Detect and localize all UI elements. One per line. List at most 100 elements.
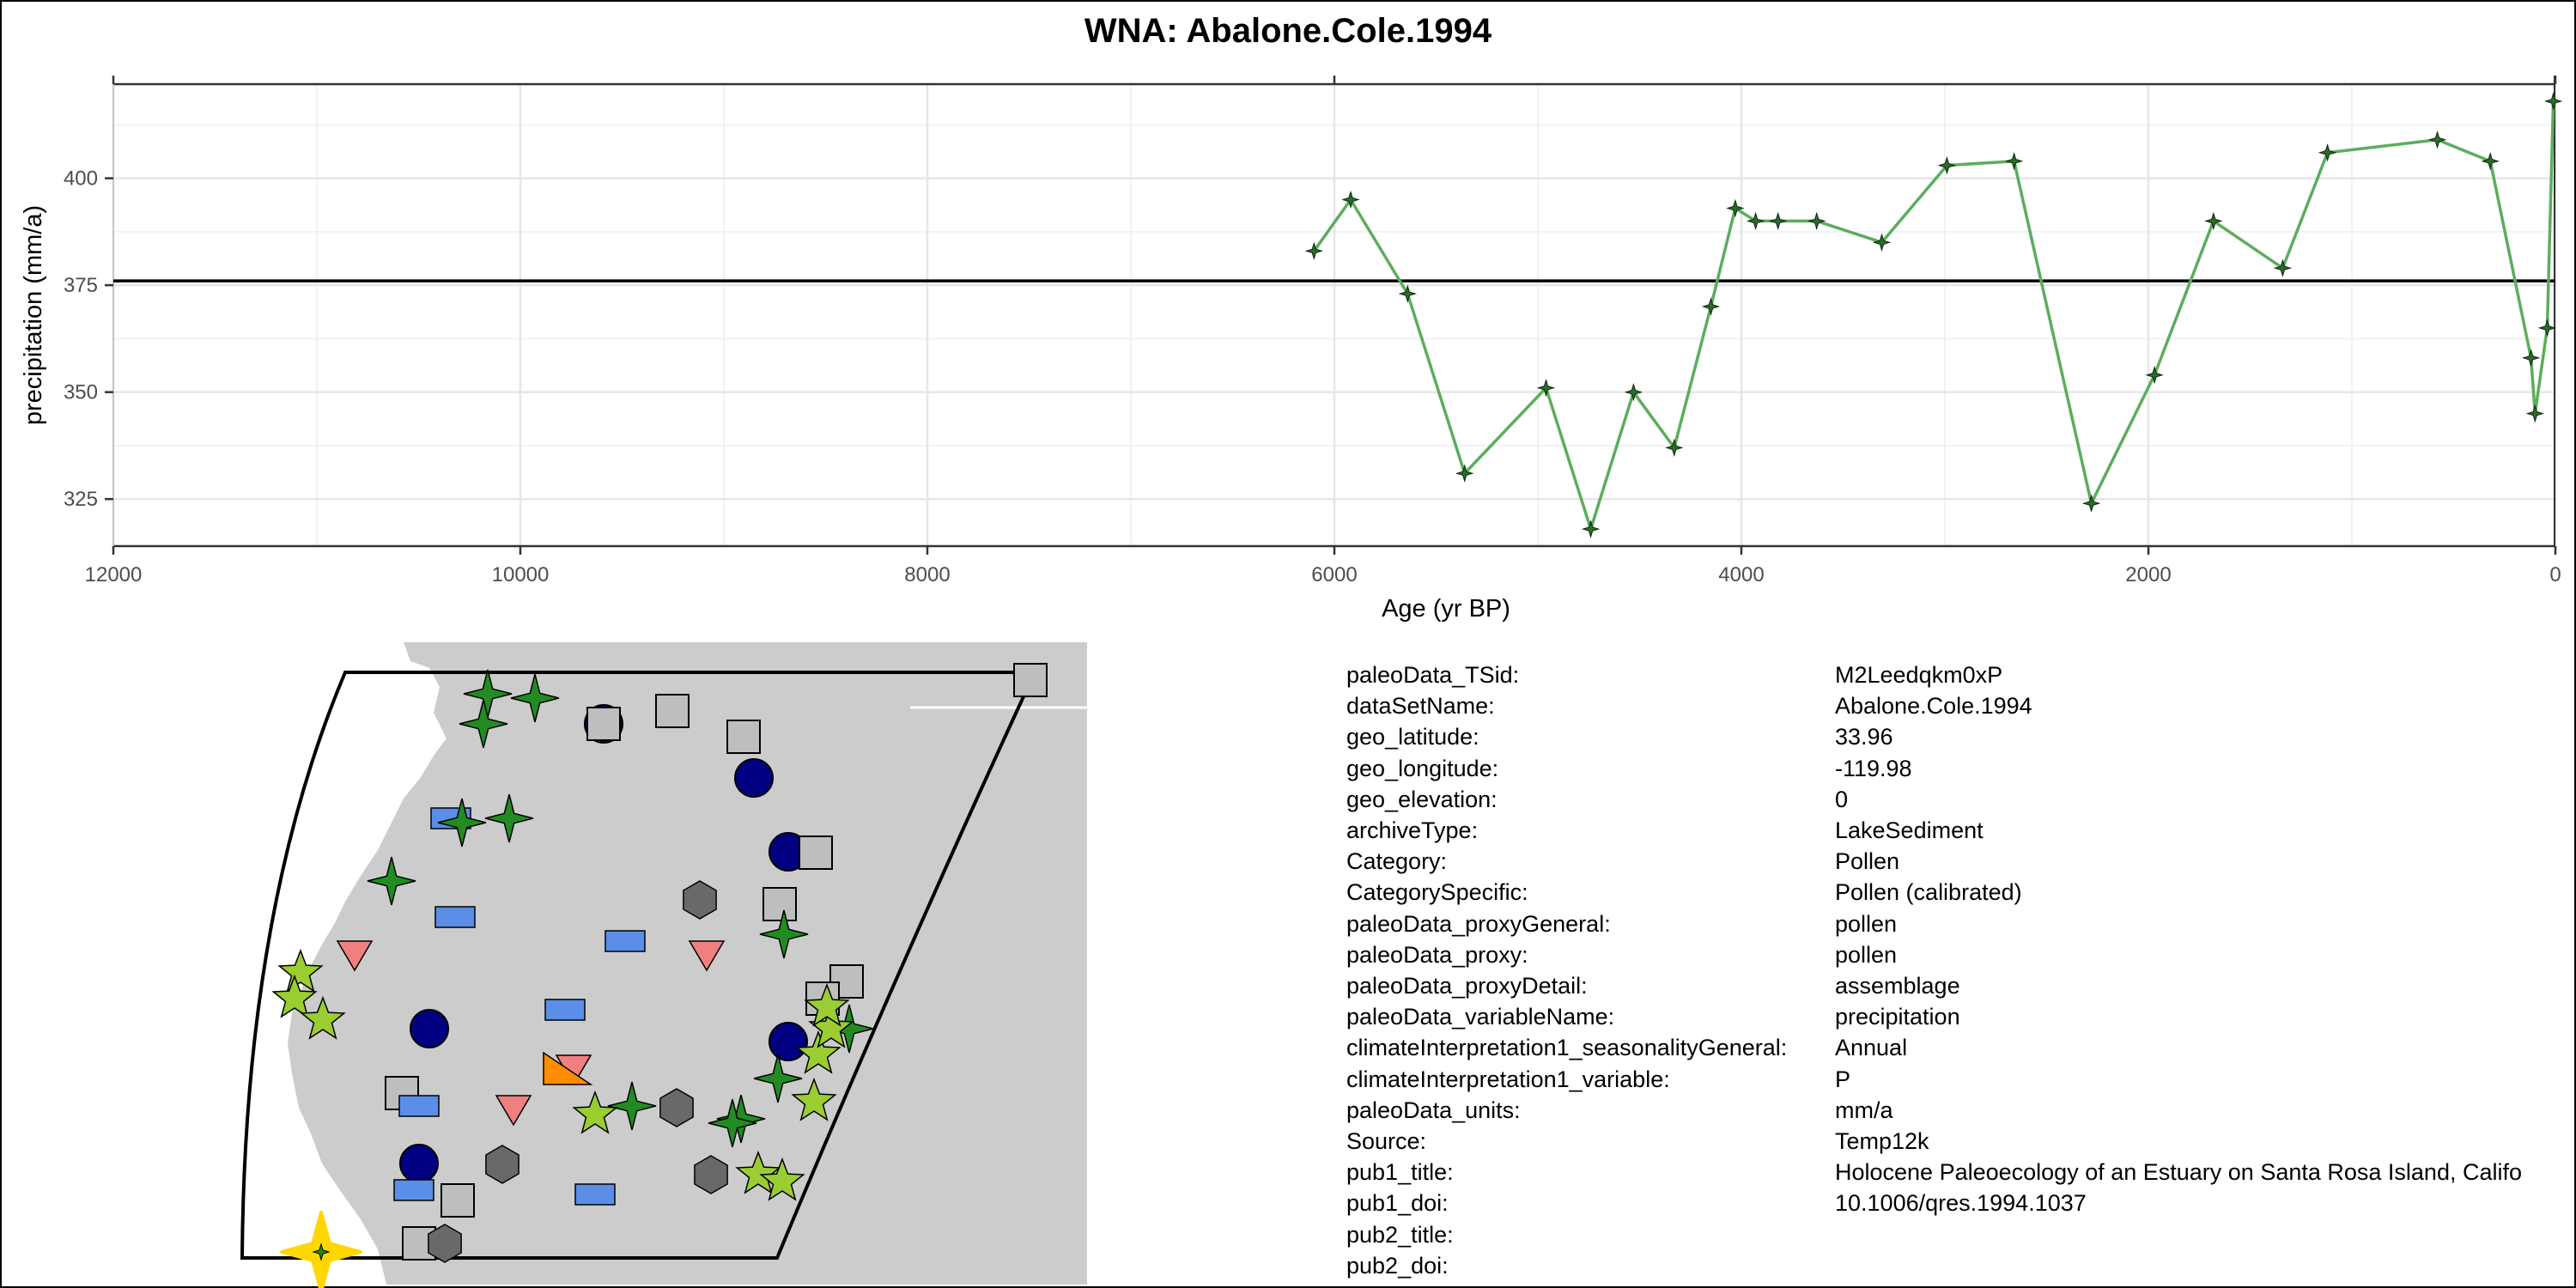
selected-site-marker-center xyxy=(312,1242,331,1261)
data-point xyxy=(2145,365,2164,385)
map-marker-triangle-down xyxy=(495,1095,532,1127)
map-marker-circle xyxy=(734,758,774,798)
map-marker-star5 xyxy=(300,995,346,1040)
x-tick-label: 0 xyxy=(2549,563,2561,586)
data-point xyxy=(2081,494,2101,513)
map-marker-star4 xyxy=(759,909,809,959)
x-tick-label: 8000 xyxy=(904,563,950,586)
figure-title: WNA: Abalone.Cole.1994 xyxy=(1084,12,1492,50)
metadata-row: Category: Pollen xyxy=(1346,846,2522,877)
metadata-key: geo_elevation: xyxy=(1346,786,1498,812)
metadata-row: geo_elevation: 0 xyxy=(1346,784,2522,815)
map-marker-triangle-down xyxy=(688,940,726,972)
metadata-row: geo_longitude: -119.98 xyxy=(1346,753,2522,784)
metadata-value: M2Leedqkm0xP xyxy=(1835,662,2003,688)
data-point xyxy=(2427,131,2447,149)
map-marker-hexagon xyxy=(428,1224,462,1263)
metadata-table: paleoData_TSid: M2Leedqkm0xP dataSetName: A… xyxy=(1346,659,2522,1281)
data-point xyxy=(2543,92,2563,111)
metadata-value: Holocene Paleoecology of an Estuary on S… xyxy=(1835,1159,2522,1186)
map-marker-star5 xyxy=(795,1030,841,1074)
map-marker-star4 xyxy=(484,793,534,843)
map-marker-rectangle xyxy=(398,1095,440,1117)
metadata-value: Abalone.Cole.1994 xyxy=(1835,693,2032,720)
data-point xyxy=(1701,297,1721,316)
metadata-key: CategorySpecific: xyxy=(1346,879,1528,906)
data-point xyxy=(2204,211,2223,231)
metadata-value: pollen xyxy=(1835,941,1898,968)
data-point xyxy=(1665,438,1684,458)
map-marker-square xyxy=(655,694,690,728)
map-marker-hexagon xyxy=(485,1145,519,1184)
data-point xyxy=(1872,233,1892,252)
metadata-value: Pollen xyxy=(1835,848,1900,875)
map-marker-star5 xyxy=(735,1150,781,1194)
data-point xyxy=(1455,464,1474,483)
map-marker-rectangle xyxy=(434,906,476,928)
metadata-key: climateInterpretation1_variable: xyxy=(1346,1066,1670,1092)
map-marker-circle xyxy=(410,1009,449,1048)
metadata-row: paleoData_proxy: pollen xyxy=(1346,939,2522,970)
x-axis-title: Age (yr BP) xyxy=(1382,595,1510,623)
metadata-value: pollen xyxy=(1835,910,1898,937)
metadata-value: 0 xyxy=(1835,786,1849,812)
map-marker-square xyxy=(726,720,761,754)
metadata-value: assemblage xyxy=(1835,973,1960,999)
metadata-key: archiveType: xyxy=(1346,817,1479,844)
metadata-value: 33.96 xyxy=(1835,724,1893,750)
map-marker-square xyxy=(799,835,833,870)
metadata-row: climateInterpretation1_variable: P xyxy=(1346,1064,2522,1095)
metadata-row: archiveType: LakeSediment xyxy=(1346,815,2522,846)
metadata-row: pub1_title: Holocene Paleoecology of an E… xyxy=(1346,1157,2522,1188)
x-tick-label: 2000 xyxy=(2125,563,2171,586)
map-marker-star4 xyxy=(708,1098,757,1148)
metadata-key: geo_longitude: xyxy=(1346,755,1499,781)
metadata-key: paleoData_units: xyxy=(1346,1097,1521,1123)
metadata-key: Category: xyxy=(1346,848,1448,875)
map-marker-hexagon xyxy=(694,1155,728,1194)
data-point xyxy=(1807,211,1826,231)
map-marker-star4 xyxy=(753,1054,803,1103)
metadata-key: geo_latitude: xyxy=(1346,724,1479,750)
metadata-row: geo_latitude: 33.96 xyxy=(1346,721,2522,752)
metadata-row: dataSetName: Abalone.Cole.1994 xyxy=(1346,690,2522,721)
map-marker-star5 xyxy=(759,1157,805,1201)
map-marker-rectangle xyxy=(574,1183,616,1206)
y-tick-label: 325 xyxy=(64,488,98,511)
map-marker-square xyxy=(1013,663,1048,697)
metadata-key: pub1_title: xyxy=(1346,1159,1454,1186)
data-point xyxy=(2004,152,2024,171)
metadata-value: Annual xyxy=(1835,1035,1908,1061)
data-point xyxy=(1746,211,1765,231)
map-marker-circle xyxy=(769,1022,808,1061)
map-marker-square xyxy=(586,707,621,741)
metadata-key: dataSetName: xyxy=(1346,693,1495,720)
metadata-value: Temp12k xyxy=(1835,1128,1929,1155)
metadata-row: pub2_title: xyxy=(1346,1219,2522,1250)
map-marker-circle xyxy=(399,1144,439,1183)
metadata-row: climateInterpretation1_seasonalityGenera… xyxy=(1346,1032,2522,1063)
map-marker-square xyxy=(762,887,797,921)
map-ocean xyxy=(240,642,447,1285)
metadata-key: Source: xyxy=(1346,1128,1427,1155)
map-marker-rectangle xyxy=(393,1179,434,1201)
metadata-key: paleoData_proxy: xyxy=(1346,941,1528,968)
timeseries-chart: 12000 10000 8000 6000 4000 2000 0 325 350 375 400 A… xyxy=(20,76,2563,623)
map-marker-star5 xyxy=(804,982,850,1027)
data-point xyxy=(2481,152,2500,171)
metadata-key: climateInterpretation1_seasonalityGenera… xyxy=(1346,1035,1788,1061)
metadata-value: -119.98 xyxy=(1835,755,1912,781)
metadata-value: mm/a xyxy=(1835,1097,1893,1123)
metadata-key: paleoData_proxyGeneral: xyxy=(1346,910,1611,937)
data-point xyxy=(1624,383,1643,402)
map-marker-star4 xyxy=(367,856,416,906)
metadata-key: paleoData_TSid: xyxy=(1346,662,1520,688)
map-marker-square xyxy=(440,1183,475,1218)
map-marker-hexagon xyxy=(683,880,717,920)
metadata-value: precipitation xyxy=(1835,1004,1960,1030)
x-tick-label: 12000 xyxy=(85,563,143,586)
map-marker-star4 xyxy=(607,1081,657,1131)
metadata-key: pub1_doi: xyxy=(1346,1190,1449,1217)
